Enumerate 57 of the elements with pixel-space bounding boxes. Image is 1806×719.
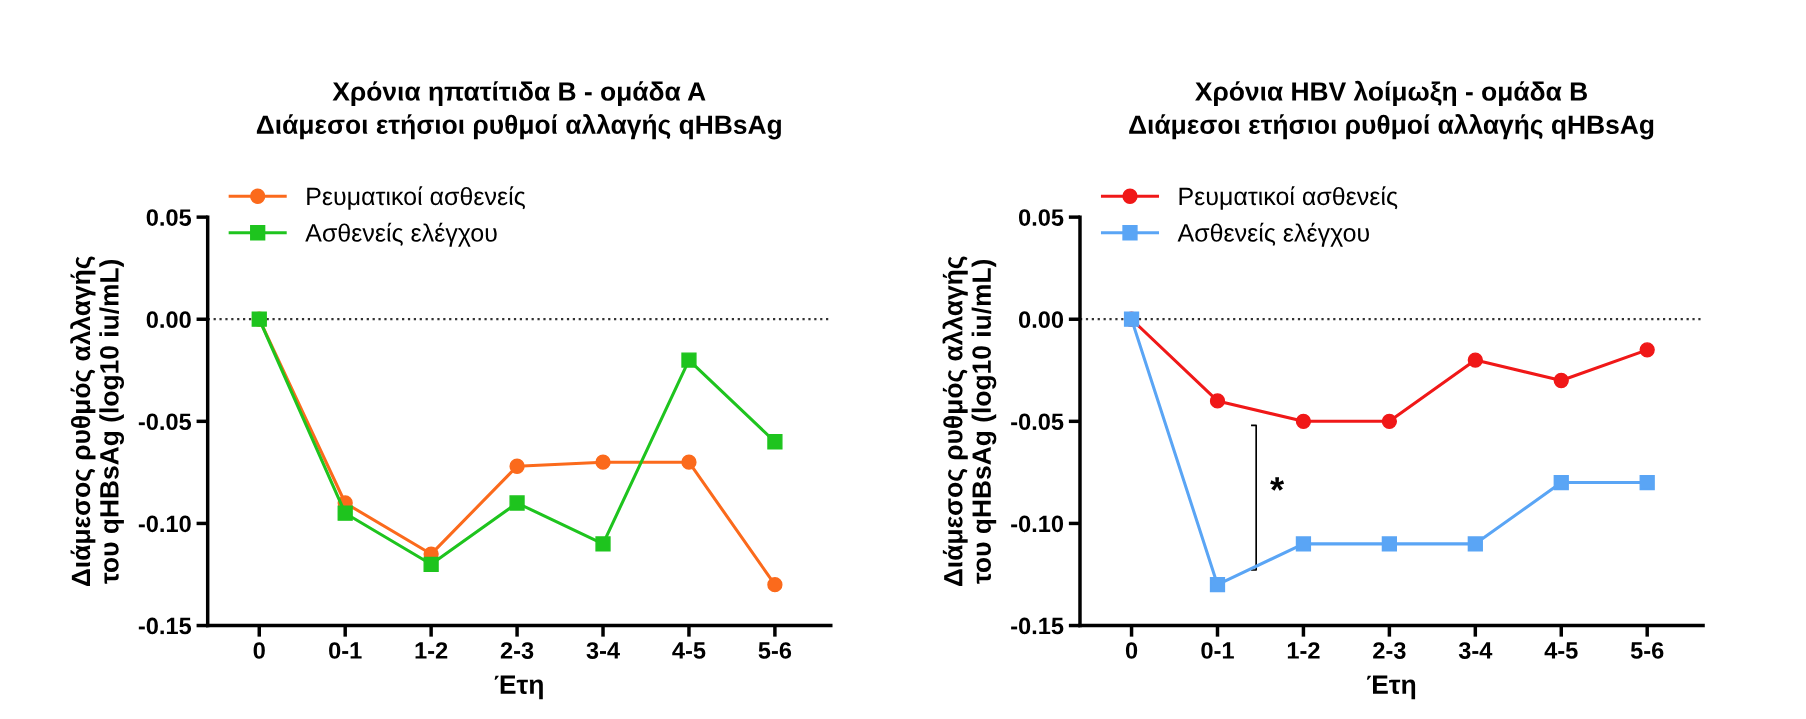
y-tick-label: -0.15 xyxy=(138,617,192,635)
x-tick-label: 2-3 xyxy=(1373,642,1406,659)
y-tick-label: -0.10 xyxy=(138,515,191,533)
point xyxy=(1639,474,1655,491)
point xyxy=(595,536,611,552)
point xyxy=(1381,413,1398,429)
x-tick-label: 5-6 xyxy=(758,642,792,659)
point xyxy=(1467,536,1483,552)
x-tick-label: 0 xyxy=(1125,642,1138,659)
x-axis-title: Έτη xyxy=(1366,675,1416,700)
x-axis-title: Έτη xyxy=(494,675,543,700)
x-tick-label: 1-2 xyxy=(415,642,448,659)
point xyxy=(681,352,697,368)
y-tick-label: -0.15 xyxy=(1011,617,1064,635)
point xyxy=(767,577,783,593)
chart-title: Χρόνια HBV λοίμωξη - ομάδα Β Διάμεσοι ετήσιοι ρυθμοί αλλαγής qHBsAg xyxy=(1129,80,1654,140)
x-tick-label: 4-5 xyxy=(1544,642,1578,659)
point xyxy=(1209,393,1226,409)
point xyxy=(1467,352,1483,368)
legend-label: Ασθενείς ελέγχου xyxy=(305,222,497,247)
x-tick-label: 2-3 xyxy=(500,642,534,659)
x-tick-label: 1-2 xyxy=(1287,642,1320,659)
point xyxy=(1295,413,1312,429)
y-axis-title: Διάμεσος ρυθμός αλλαγής του qHBsAg (log10 iu/mL) xyxy=(70,256,125,587)
point xyxy=(509,495,525,511)
point xyxy=(509,458,525,474)
point xyxy=(767,434,783,450)
y-tick-label: 0.05 xyxy=(146,209,192,226)
x-tick-label: 3-4 xyxy=(586,642,620,659)
y-tick-label: -0.05 xyxy=(138,413,192,431)
y-tick-label: -0.10 xyxy=(1011,515,1064,533)
point xyxy=(681,454,697,470)
chart-title: Χρόνια ηπατίτιδα Β - ομάδα Α Διάμεσοι ετήσιοι ρυθμοί αλλαγής qHBsAg xyxy=(256,81,781,140)
legend-label: Ρευματικοί ασθενείς xyxy=(1179,186,1398,210)
point xyxy=(1553,372,1569,389)
x-tick-label: 0-1 xyxy=(329,642,362,659)
annotation: * xyxy=(1270,477,1285,491)
x-tick-label: 5-6 xyxy=(1630,642,1664,659)
y-tick-label: -0.05 xyxy=(1011,413,1064,431)
legend-label: Ασθενείς ελέγχου xyxy=(1177,222,1369,247)
point xyxy=(423,556,439,572)
y-tick-label: 0.00 xyxy=(1019,311,1064,329)
point xyxy=(1381,536,1398,552)
legend-label: Ρευματικοί ασθενείς xyxy=(307,186,525,210)
point xyxy=(1209,577,1226,593)
x-tick-label: 3-4 xyxy=(1458,642,1493,659)
y-tick-label: 0.05 xyxy=(1019,209,1064,226)
point xyxy=(337,505,353,521)
point xyxy=(1295,536,1312,552)
point xyxy=(1639,342,1655,358)
x-tick-label: 0 xyxy=(253,642,265,659)
point xyxy=(595,454,611,470)
x-tick-label: 0-1 xyxy=(1201,642,1234,659)
y-axis-title: Διάμεσος ρυθμός αλλαγής του qHBsAg (log10 iu/mL) xyxy=(942,256,997,587)
y-tick-label: 0.00 xyxy=(146,311,191,329)
point xyxy=(1553,474,1569,491)
x-tick-label: 4-5 xyxy=(672,642,706,659)
